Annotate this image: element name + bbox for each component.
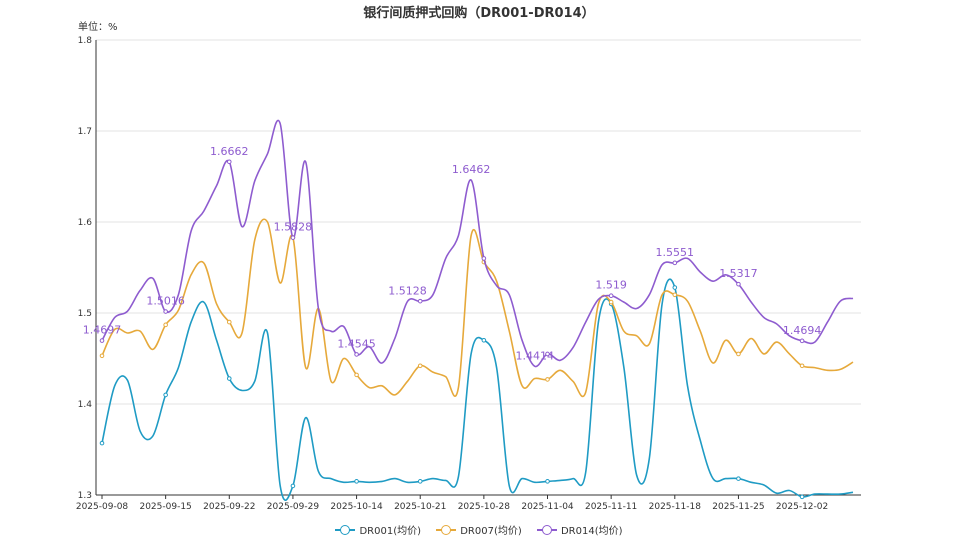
y-tick-label: 1.7 xyxy=(78,127,92,137)
data-point xyxy=(672,285,678,290)
data-point xyxy=(736,351,741,357)
data-point xyxy=(672,292,678,298)
data-label: 1.5016 xyxy=(146,295,185,308)
data-point xyxy=(799,338,805,344)
data-point xyxy=(226,159,232,165)
legend-symbol-dr007 xyxy=(436,524,457,535)
data-point xyxy=(545,377,550,382)
data-point xyxy=(226,376,232,381)
data-point xyxy=(354,372,359,378)
data-point xyxy=(290,235,296,240)
data-point xyxy=(545,351,550,357)
data-point xyxy=(99,440,105,446)
legend-symbol-dr001 xyxy=(335,524,356,535)
x-tick-label: 2025-11-18 xyxy=(649,502,702,512)
data-point xyxy=(545,479,550,484)
data-point xyxy=(799,494,805,500)
y-tick-label: 1.6 xyxy=(78,218,93,228)
data-point xyxy=(481,338,487,343)
series-line-2 xyxy=(101,218,854,398)
series-line-1 xyxy=(101,278,854,501)
data-label: 1.519 xyxy=(595,279,627,292)
y-tick-label: 1.5 xyxy=(78,309,92,319)
data-point xyxy=(99,338,105,343)
x-tick-label: 2025-10-21 xyxy=(394,502,446,512)
data-point xyxy=(99,353,105,359)
data-point xyxy=(672,260,678,266)
data-label: 1.4545 xyxy=(337,337,376,350)
unit-label: 单位：% xyxy=(78,22,118,33)
chart-plot: 1.3 1.4 1.5 1.6 1.7 1.8 2025-09-08 2025-09-15 20… xyxy=(76,36,861,512)
legend-label-dr007: DR007(均价) xyxy=(460,526,522,537)
x-tick-label: 2025-12-02 xyxy=(776,502,828,512)
legend-label-dr014: DR014(均价) xyxy=(560,526,623,537)
data-label-layer: 1.4697 1.5016 1.6662 1.5828 1.4545 1.5128 1.64… xyxy=(83,145,822,363)
data-label: 1.4694 xyxy=(783,324,822,337)
data-label: 1.5551 xyxy=(656,246,695,259)
x-tick-label: 2025-11-11 xyxy=(585,502,637,512)
legend-item-dr001[interactable]: DR001(均价) xyxy=(335,522,421,537)
data-point xyxy=(163,322,168,328)
y-tick-label: 1.4 xyxy=(78,400,93,410)
legend: DR001(均价) DR007(均价) DR014(均价) xyxy=(0,522,958,538)
x-tick-label: 2025-09-29 xyxy=(267,502,320,512)
series-layer xyxy=(99,119,854,501)
data-point xyxy=(481,256,487,261)
x-tick-label: 2025-10-28 xyxy=(458,502,511,512)
legend-symbol-dr014 xyxy=(536,524,557,535)
data-point xyxy=(608,299,614,305)
legend-label-dr001: DR001(均价) xyxy=(359,526,422,537)
data-point xyxy=(290,483,296,489)
data-point xyxy=(417,363,423,369)
x-tick-label: 2025-09-15 xyxy=(139,502,191,512)
data-point xyxy=(163,309,168,314)
y-tick-label: 1.8 xyxy=(78,36,93,46)
x-tick-label: 2025-10-14 xyxy=(330,502,383,512)
data-label: 1.6662 xyxy=(210,145,249,158)
x-tick-label: 2025-11-25 xyxy=(712,502,764,512)
x-tick-label: 2025-09-22 xyxy=(203,502,255,512)
data-point xyxy=(354,479,359,484)
data-label: 1.4414 xyxy=(516,349,555,362)
data-point xyxy=(417,479,423,484)
chart-title: 银行间质押式回购（DR001-DR014） xyxy=(363,6,595,21)
legend-item-dr007[interactable]: DR007(均价) xyxy=(436,522,522,537)
data-point xyxy=(417,298,423,304)
data-point xyxy=(354,352,359,357)
data-label: 1.4697 xyxy=(83,324,122,337)
data-point xyxy=(736,476,741,481)
data-label: 1.6462 xyxy=(452,163,491,176)
data-label: 1.5317 xyxy=(719,267,758,280)
data-point xyxy=(226,319,232,325)
data-point xyxy=(608,293,614,299)
data-point xyxy=(163,392,168,398)
x-tick-label: 2025-09-08 xyxy=(76,502,129,512)
y-tick-label: 1.3 xyxy=(78,491,92,501)
legend-item-dr014[interactable]: DR014(均价) xyxy=(536,522,623,537)
data-point xyxy=(799,363,805,369)
x-tick-label: 2025-11-04 xyxy=(521,502,574,512)
data-label: 1.5128 xyxy=(388,284,427,297)
axis-layer: 1.3 1.4 1.5 1.6 1.7 1.8 2025-09-08 2025-09-15 20… xyxy=(76,36,861,512)
data-point xyxy=(736,281,741,287)
data-label: 1.5828 xyxy=(274,221,313,234)
